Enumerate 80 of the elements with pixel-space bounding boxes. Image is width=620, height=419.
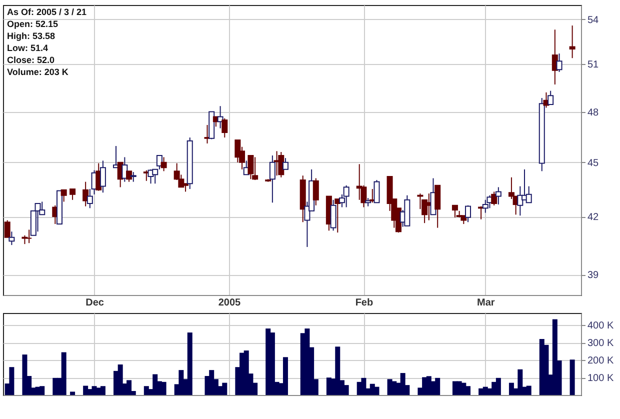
- bar: [209, 370, 214, 395]
- candlestick: [548, 90, 554, 105]
- candlestick: [4, 220, 10, 238]
- bar: [83, 386, 88, 395]
- y-tick-label: 42: [588, 212, 600, 224]
- candlestick: [495, 186, 502, 205]
- candlestick: [152, 168, 158, 184]
- y-tick-label: 45: [588, 158, 600, 169]
- y-tick-label: 300 K: [588, 338, 614, 350]
- bar: [304, 328, 310, 395]
- candlestick: [434, 184, 441, 228]
- bar: [178, 370, 184, 395]
- bar: [496, 378, 501, 395]
- bar: [152, 374, 158, 395]
- annotation: Close: 52.0: [7, 55, 55, 65]
- candlestick: [569, 25, 576, 59]
- bar: [40, 386, 45, 395]
- y-tick-label: 54: [588, 14, 600, 26]
- candlestick: [126, 170, 132, 182]
- candlestick: [269, 154, 276, 204]
- candlestick: [330, 199, 336, 232]
- bar: [326, 378, 332, 395]
- x-tick-label: Dec: [86, 298, 104, 308]
- y-tick-label: 200 K: [588, 356, 614, 367]
- bar: [9, 367, 14, 395]
- annotation: As Of: 2005 / 3 / 21: [7, 7, 87, 17]
- annotation: Volume: 203 K: [7, 67, 69, 77]
- candlestick: [222, 118, 228, 138]
- bar: [22, 354, 28, 395]
- bar: [266, 328, 271, 395]
- candlestick: [70, 188, 76, 200]
- candlestick: [278, 152, 284, 178]
- bar: [374, 386, 380, 395]
- bar: [526, 386, 532, 395]
- candlestick: [100, 160, 106, 194]
- annotation: High: 53.58: [7, 31, 56, 41]
- y-tick-label: 51: [588, 60, 600, 71]
- candlestick: [465, 204, 472, 223]
- x-tick-label: Mar: [476, 298, 495, 308]
- annotation: Open: 52.15: [7, 19, 58, 29]
- candlestick: [556, 53, 562, 72]
- y-tick-label: 400 K: [588, 320, 614, 332]
- bar: [282, 357, 288, 395]
- bar: [118, 364, 123, 395]
- bar: [161, 382, 166, 395]
- candlestick: [130, 172, 136, 182]
- candlestick: [312, 178, 319, 206]
- x-tick-label: Feb: [355, 298, 374, 308]
- candlestick: [60, 189, 67, 202]
- bar: [144, 386, 149, 395]
- bar: [70, 392, 76, 395]
- candlestick: [374, 180, 380, 204]
- bar: [187, 332, 192, 395]
- candlestick: [491, 191, 498, 206]
- annotation: Low: 51.4: [7, 43, 48, 53]
- bar: [335, 346, 340, 395]
- candlestick: [8, 231, 15, 246]
- bar: [518, 369, 523, 395]
- y-tick-label: 100 K: [588, 373, 614, 384]
- bar: [392, 381, 397, 395]
- y-tick-label: 39: [588, 270, 600, 282]
- bar: [96, 388, 102, 395]
- candlestick: [343, 184, 350, 208]
- candlestick: [482, 199, 488, 214]
- bar: [570, 360, 575, 395]
- bar: [400, 373, 406, 395]
- candlestick: [160, 156, 167, 172]
- bar: [361, 378, 366, 395]
- candlestick: [248, 154, 254, 180]
- bar: [244, 350, 249, 395]
- candlestick: [34, 203, 41, 232]
- candlestick: [452, 204, 458, 218]
- bar: [61, 352, 66, 395]
- y-tick-label: 48: [588, 107, 600, 118]
- bar: [100, 386, 106, 395]
- bar: [222, 382, 228, 395]
- x-tick-label: 2005: [218, 298, 242, 308]
- candlestick: [282, 158, 288, 170]
- bar: [508, 382, 514, 395]
- bar: [461, 382, 466, 395]
